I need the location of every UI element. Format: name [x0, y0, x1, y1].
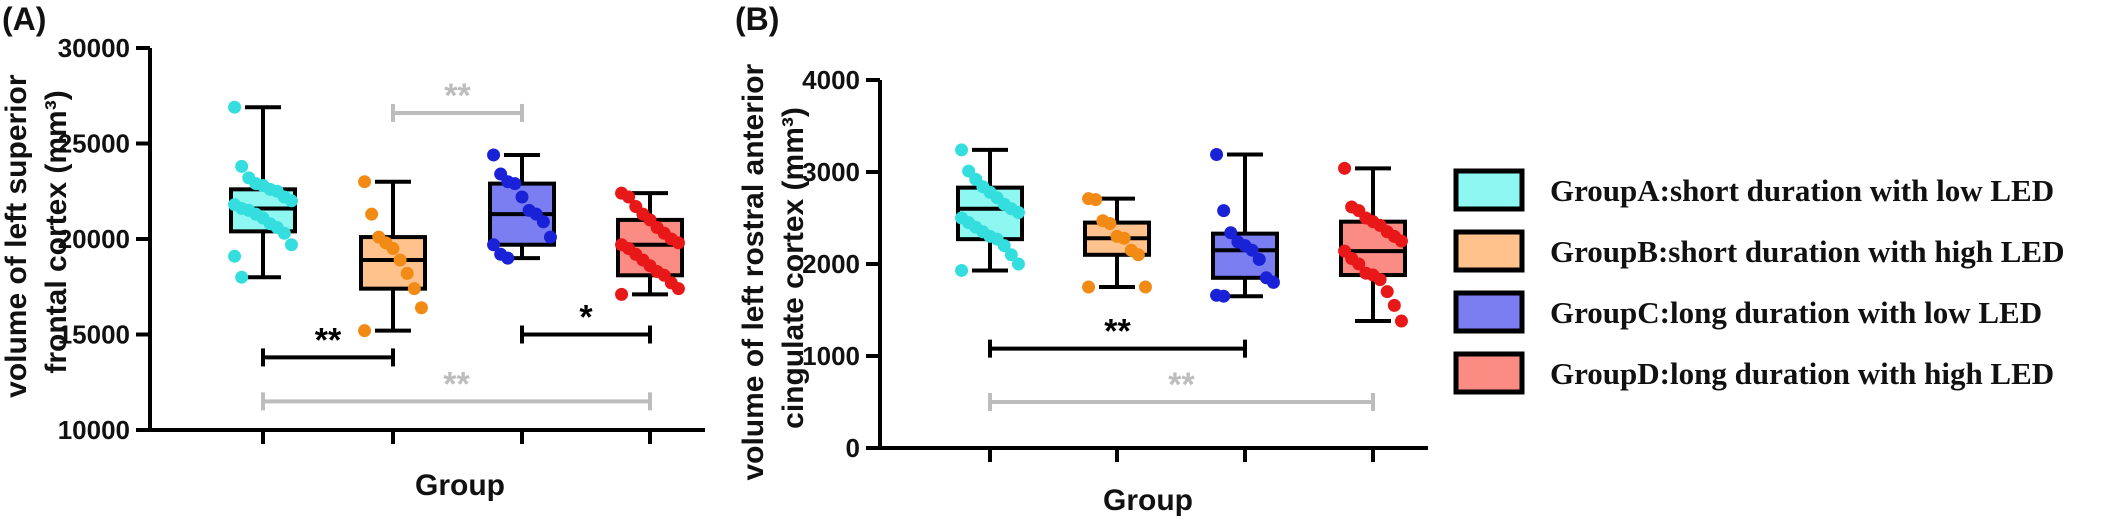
panel-b-ytick-label: 2000 — [802, 249, 860, 279]
panel-b-ytick-label: 1000 — [802, 341, 860, 371]
panel-a-xlabel: Group — [415, 469, 505, 502]
panel-b-groupb-point — [1131, 248, 1145, 262]
panel-b-groupb-point — [1082, 280, 1096, 294]
panel-b-sig-label: ** — [1104, 313, 1131, 351]
panel-b-groupa-point — [1011, 257, 1025, 271]
panel-a-sig-label: ** — [444, 77, 471, 115]
panel-a-label: (A) — [2, 1, 46, 37]
legend-label-groupa: GroupA:short duration with low LED — [1550, 173, 2054, 208]
panel-a-ytick-label: 20000 — [58, 224, 130, 254]
panel-a-groupd-point — [622, 190, 636, 204]
legend-label-groupb: GroupB:short duration with high LED — [1550, 234, 2065, 269]
panel-a-groupb-point — [414, 301, 428, 315]
panel-b-groupb-point — [1103, 217, 1117, 231]
panel-a-ytick-label: 30000 — [58, 33, 130, 63]
legend-swatch-groupd — [1453, 351, 1525, 395]
panel-b-groupd-point — [1394, 314, 1408, 328]
panel-b-groupc-point — [1266, 275, 1280, 289]
panel-b-groupc-point — [1245, 243, 1259, 257]
panel-a-groupb-point — [386, 242, 400, 256]
legend-label-groupd: GroupD:long duration with high LED — [1550, 356, 2054, 391]
panel-a-groupa-point — [284, 238, 298, 252]
panel-b-groupb-point — [1117, 231, 1131, 245]
panel-a-groupa-point — [228, 249, 242, 263]
panel-a-sig-label: ** — [443, 365, 470, 403]
panel-a-groupc-point — [508, 177, 522, 191]
panel-b-groupa-point — [1004, 248, 1018, 262]
panel-a-sig-label: * — [579, 299, 593, 337]
panel-b-groupb-point — [1138, 280, 1152, 294]
panel-b-groupd-point — [1380, 285, 1394, 299]
panel-b-groupd-point — [1352, 257, 1366, 271]
panel-b-ylabel-line-1: volume of left rostral anterior — [737, 63, 770, 480]
panel-a: (A) volume of left superior frontal cort… — [0, 1, 705, 502]
panel-b-groupd-box — [1339, 219, 1407, 278]
panel-a-groupd-point — [671, 236, 685, 250]
panel-a-ytick-label: 25000 — [58, 129, 130, 159]
panel-a-groupb-point — [358, 324, 372, 338]
panel-b-groupc-point — [1217, 289, 1231, 303]
legend-swatch-groupc — [1453, 290, 1525, 334]
panel-b-ylabel: volume of left rostral anterior cingulat… — [737, 55, 810, 480]
legend-swatch-groupb — [1453, 229, 1525, 273]
panel-b-groupd-point — [1387, 298, 1401, 312]
legend-label-groupc: GroupC:long duration with low LED — [1550, 295, 2042, 330]
panel-b-groupa-point — [955, 143, 969, 157]
panel-a-groupc-point — [487, 148, 501, 162]
panel-b-ylabel-line-2: cingulate cortex (mm³) — [777, 107, 810, 429]
panel-a-groupc-point — [536, 215, 550, 229]
panel-b-ytick-label: 0 — [846, 433, 860, 463]
panel-a-groupa-point — [284, 194, 298, 208]
panel-a-groupb-point — [358, 175, 372, 189]
panel-a-groupc-point — [543, 230, 557, 244]
panel-b-groupd-point — [1373, 273, 1387, 287]
panel-b-groupa-point — [997, 239, 1011, 253]
panel-a-sig-label: ** — [315, 321, 342, 359]
panel-b-groupc-point — [1217, 204, 1231, 218]
panel-a-groupa-point — [277, 226, 291, 240]
panel-a-ylabel-line-2: frontal cortex (mm³) — [40, 90, 73, 373]
panel-b-groupc-point — [1224, 226, 1238, 240]
panel-b-groupc-point — [1252, 252, 1266, 266]
panel-b-label: (B) — [735, 1, 779, 37]
panel-b-groupc-point — [1210, 148, 1224, 162]
panel-b-ytick-label: 3000 — [802, 157, 860, 187]
panel-a-ylabel-line-1: volume of left superior — [0, 74, 33, 398]
legend-swatch-groupa — [1453, 168, 1525, 212]
panel-a-groupa-point — [235, 270, 249, 284]
panel-b-groupa-point — [955, 263, 969, 277]
panel-a-ytick-label: 10000 — [58, 415, 130, 445]
panel-a-groupa-point — [228, 100, 242, 114]
panel-a-ytick-label: 15000 — [58, 320, 130, 350]
panel-a-groupb-point — [393, 253, 407, 267]
panel-b-groupd-point — [1394, 234, 1408, 248]
panel-a-ylabel: volume of left superior frontal cortex (… — [0, 66, 73, 398]
panel-b-groupb-point — [1089, 193, 1103, 207]
panel-b-sig-label: ** — [1168, 366, 1195, 404]
panel-a-groupc-point — [501, 251, 515, 265]
panel-a-groupb-point — [407, 282, 421, 296]
panel-a-groupb-box — [359, 235, 427, 291]
panel-a-groupc-point — [487, 238, 501, 252]
panel-b-groupa-point — [1011, 205, 1025, 219]
panel-a-groupc-point — [515, 190, 529, 204]
panel-a-groupd-point — [615, 287, 629, 301]
panel-a-groupb-point — [400, 266, 414, 280]
panel-a-groupb-point — [365, 207, 379, 221]
panel-b: (B) volume of left rostral anterior cing… — [735, 1, 1428, 517]
legend: GroupA:short duration with low LED Group… — [1453, 168, 2065, 395]
panel-b-groupd-point — [1338, 161, 1352, 175]
panel-b-ytick-label: 4000 — [802, 65, 860, 95]
panel-a-groupd-point — [671, 282, 685, 296]
panel-a-groupa-point — [235, 159, 249, 173]
panel-b-xlabel: Group — [1103, 484, 1193, 517]
